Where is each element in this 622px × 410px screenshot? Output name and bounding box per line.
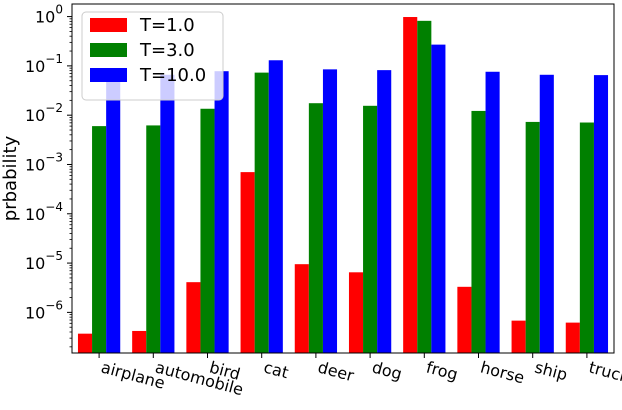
y-tick-label: 10−1 — [25, 52, 63, 76]
bar-horse-t-10-0 — [485, 71, 500, 353]
bar-deer-t-10-0 — [322, 69, 338, 354]
legend-label-0: T=1.0 — [139, 15, 195, 36]
y-tick-label: 10−2 — [25, 101, 63, 125]
bar-ship-t-10-0 — [539, 74, 554, 354]
bar-horse-t-3-0 — [471, 110, 486, 353]
bar-truck-t-1-0 — [565, 322, 580, 353]
bar-ship-t-1-0 — [511, 320, 526, 353]
legend-label-2: T=10.0 — [139, 65, 206, 86]
bar-bird-t-1-0 — [186, 282, 201, 353]
legend-swatch-2 — [90, 68, 127, 82]
bar-truck-t-3-0 — [579, 122, 594, 353]
bar-automobile-t-3-0 — [146, 125, 161, 353]
bar-frog-t-3-0 — [417, 20, 432, 353]
x-tick-label-ship: ship — [533, 358, 570, 385]
bar-airplane-t-1-0 — [77, 333, 93, 353]
x-tick-label-dog: dog — [370, 358, 404, 384]
bar-airplane-t-3-0 — [92, 126, 107, 353]
y-tick-label: 10−6 — [25, 298, 63, 322]
bar-automobile-t-10-0 — [160, 74, 175, 354]
legend-swatch-0 — [90, 18, 127, 32]
x-tick-label-horse: horse — [478, 358, 526, 388]
x-tick-label-frog: frog — [424, 358, 460, 385]
bar-dog-t-1-0 — [348, 272, 364, 353]
y-axis-ticks: 100 10−1 10−2 10−3 10−4 10−5 10−6 — [25, 3, 72, 348]
x-tick-label-deer: deer — [316, 358, 357, 386]
bars-layer — [77, 17, 609, 354]
bar-deer-t-3-0 — [308, 103, 323, 354]
bar-airplane-t-10-0 — [106, 74, 121, 354]
bar-frog-t-1-0 — [403, 17, 418, 353]
bar-bird-t-3-0 — [200, 108, 215, 353]
bar-frog-t-10-0 — [431, 44, 446, 353]
bar-cat-t-1-0 — [240, 172, 255, 353]
bar-deer-t-1-0 — [294, 264, 309, 353]
bar-automobile-t-1-0 — [132, 330, 147, 353]
y-axis-label: prbability — [0, 135, 21, 221]
bar-truck-t-10-0 — [593, 75, 609, 353]
bar-dog-t-3-0 — [363, 105, 378, 353]
y-tick-label: 10−5 — [25, 249, 63, 273]
x-tick-label-cat: cat — [262, 358, 291, 383]
legend: T=1.0 T=3.0 T=10.0 — [81, 11, 224, 101]
y-tick-label: 10−4 — [25, 200, 63, 224]
bar-dog-t-10-0 — [377, 70, 392, 353]
bar-ship-t-3-0 — [525, 121, 540, 353]
plot-frame — [71, 3, 615, 354]
bar-cat-t-3-0 — [254, 72, 269, 353]
y-tick-label: 10−3 — [25, 150, 63, 174]
x-tick-label-truck: truck — [587, 358, 622, 387]
legend-label-1: T=3.0 — [139, 40, 195, 61]
legend-swatch-1 — [90, 43, 127, 57]
bar-cat-t-10-0 — [268, 60, 283, 354]
bar-bird-t-10-0 — [214, 71, 229, 353]
bar-horse-t-1-0 — [457, 286, 472, 353]
y-tick-label: 100 — [35, 3, 63, 27]
